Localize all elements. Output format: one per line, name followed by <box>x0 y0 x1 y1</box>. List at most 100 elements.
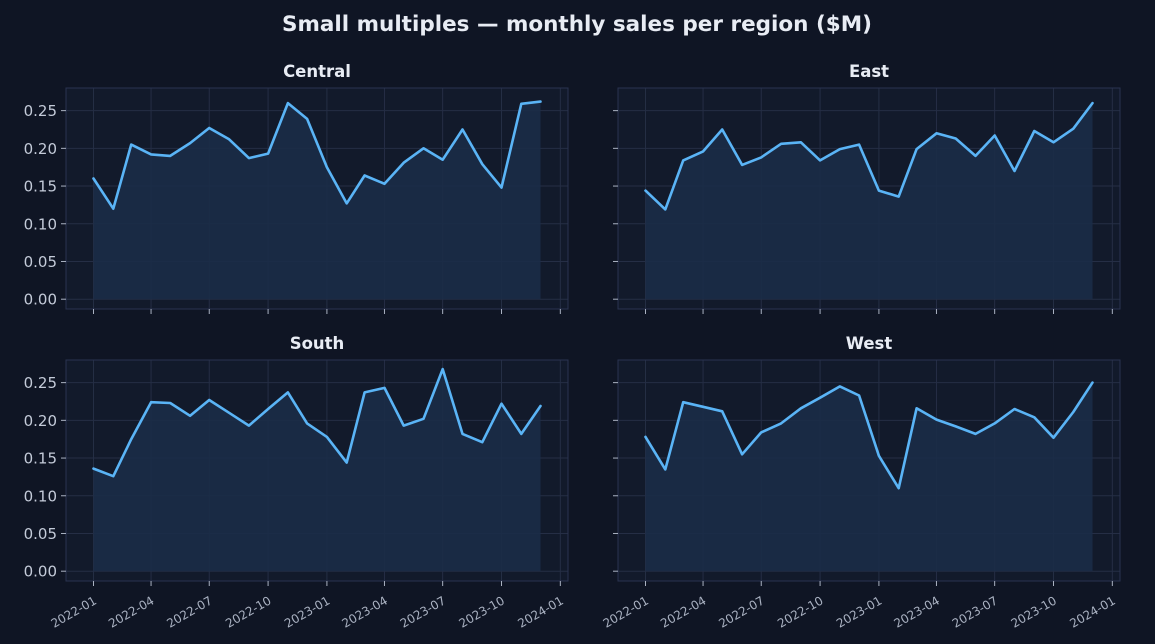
data-point <box>363 174 366 177</box>
data-point <box>993 134 996 137</box>
data-point <box>760 156 763 159</box>
data-point <box>974 433 977 436</box>
data-point <box>345 202 348 205</box>
data-point <box>878 189 881 192</box>
data-point <box>92 177 95 180</box>
y-tick-label: 0.05 <box>24 253 57 271</box>
data-point <box>306 118 309 121</box>
data-point <box>481 441 484 444</box>
data-point <box>819 159 822 162</box>
plot-frame <box>65 87 569 310</box>
data-point <box>248 424 251 427</box>
x-tick-label: 2022-04 <box>106 593 156 630</box>
data-point <box>1013 408 1016 411</box>
y-tick-label: 0.00 <box>24 563 57 581</box>
data-point <box>664 208 667 211</box>
data-point <box>383 387 386 390</box>
data-point <box>130 438 133 441</box>
data-point <box>878 455 881 458</box>
data-point <box>363 391 366 394</box>
data-point <box>189 142 192 145</box>
data-point <box>800 407 803 410</box>
x-tick-label: 2022-04 <box>658 593 708 630</box>
data-point <box>422 418 425 421</box>
data-point <box>500 186 503 189</box>
x-tick-label: 2024-01 <box>1067 593 1117 630</box>
x-tick-label: 2022-10 <box>223 593 273 630</box>
data-point <box>441 158 444 161</box>
data-point <box>150 401 153 404</box>
data-point <box>130 143 133 146</box>
panel-title: Central <box>283 62 351 81</box>
y-tick-label: 0.20 <box>24 140 57 158</box>
panel-title: South <box>290 334 345 353</box>
data-point <box>1072 411 1075 414</box>
data-point <box>760 431 763 434</box>
data-point <box>915 148 918 151</box>
data-point <box>402 161 405 164</box>
y-tick-label: 0.10 <box>24 215 57 233</box>
x-tick-label: 2023-04 <box>340 593 390 630</box>
data-point <box>539 100 542 103</box>
panel-east: East <box>613 62 1121 314</box>
data-point <box>644 436 647 439</box>
data-point <box>682 159 685 162</box>
data-point <box>1052 436 1055 439</box>
y-tick-label: 0.10 <box>24 487 57 505</box>
data-point <box>326 166 329 169</box>
data-point <box>897 195 900 198</box>
y-tick-label: 0.05 <box>24 525 57 543</box>
data-point <box>644 189 647 192</box>
data-point <box>112 475 115 478</box>
data-point <box>248 157 251 160</box>
data-point <box>169 402 172 405</box>
figure-title: Small multiples — monthly sales per regi… <box>282 12 872 37</box>
y-tick-label: 0.25 <box>24 374 57 392</box>
plot-frame <box>617 87 1121 310</box>
data-point <box>839 385 842 388</box>
data-point <box>1033 130 1036 133</box>
data-point <box>520 103 523 106</box>
data-point <box>819 396 822 399</box>
panel-west: 2022-01 2022-04 2022-07 2022-10 2023-01 2023-… <box>601 334 1121 631</box>
data-point <box>935 418 938 421</box>
data-point <box>500 402 503 405</box>
y-tick-label: 0.20 <box>24 412 57 430</box>
x-tick-label: 2022-07 <box>164 593 214 630</box>
series-line-south <box>92 367 542 478</box>
data-point <box>974 155 977 158</box>
data-point <box>539 405 542 408</box>
data-point <box>189 415 192 418</box>
area-fill-central <box>93 101 541 300</box>
data-point <box>935 132 938 135</box>
panel-title: East <box>849 62 889 81</box>
y-tick-label: 0.15 <box>24 178 57 196</box>
data-point <box>383 183 386 186</box>
series-line-west <box>644 381 1094 490</box>
data-point <box>721 410 724 413</box>
plot-frame <box>65 359 569 582</box>
data-point <box>1091 381 1094 384</box>
data-point <box>702 150 705 153</box>
data-point <box>208 127 211 130</box>
y-tick-label: 0.00 <box>24 291 57 309</box>
y-tick-label: 0.25 <box>24 102 57 120</box>
y-tick-label: 0.15 <box>24 450 57 468</box>
data-point <box>326 436 329 439</box>
series-line-east <box>644 101 1094 211</box>
data-point <box>267 408 270 411</box>
x-tick-label: 2023-07 <box>398 593 448 630</box>
data-point <box>993 422 996 425</box>
data-point <box>306 422 309 425</box>
data-point <box>682 401 685 404</box>
data-point <box>954 137 957 140</box>
data-point <box>1013 170 1016 173</box>
area-fill-south <box>93 369 541 572</box>
data-point <box>800 141 803 144</box>
data-point <box>780 143 783 146</box>
x-tick-label: 2023-01 <box>282 593 332 630</box>
data-point <box>780 422 783 425</box>
data-point <box>287 391 290 394</box>
